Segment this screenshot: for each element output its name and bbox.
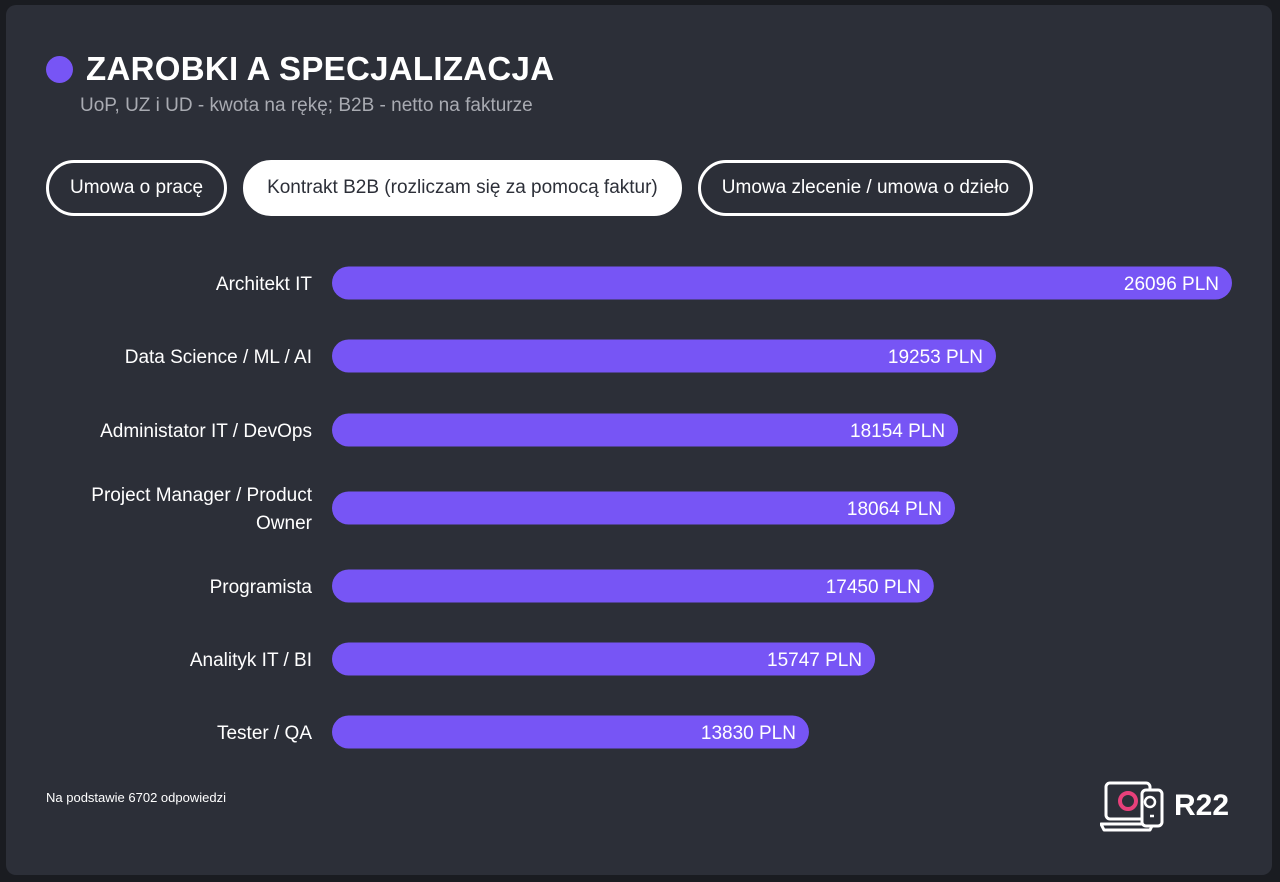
tab-umowa-zlecenie[interactable]: Umowa zlecenie / umowa o dzieło xyxy=(697,160,1034,216)
bar-value-label: 17450 PLN xyxy=(826,577,921,598)
bar xyxy=(332,715,809,749)
category-label: Project Manager / Product Owner xyxy=(91,485,312,534)
bar xyxy=(332,491,955,525)
bar xyxy=(332,339,996,373)
category-label: Programista xyxy=(210,577,313,598)
bar-value-label: 18064 PLN xyxy=(847,499,942,520)
contract-type-tabs: Umowa o pracę Kontrakt B2B (rozliczam si… xyxy=(46,160,1034,216)
bar-value-label: 26096 PLN xyxy=(1124,274,1219,295)
bar-value-label: 13830 PLN xyxy=(701,723,796,744)
chart-subtitle: UoP, UZ i UD - kwota na rękę; B2B - nett… xyxy=(80,95,533,116)
bar-value-label: 18154 PLN xyxy=(850,421,945,442)
category-label: Analityk IT / BI xyxy=(190,650,312,671)
logo-text: R22 xyxy=(1174,789,1230,822)
bar xyxy=(332,642,876,676)
category-label: Architekt IT xyxy=(216,274,312,295)
bar xyxy=(332,413,959,447)
category-label: Administator IT / DevOps xyxy=(100,421,312,442)
category-label: Data Science / ML / AI xyxy=(125,347,312,368)
title-dot-icon xyxy=(46,55,73,83)
tab-kontrakt-b2b[interactable]: Kontrakt B2B (rozliczam się za pomocą fa… xyxy=(243,160,682,216)
tab-umowa-o-prace[interactable]: Umowa o pracę xyxy=(46,160,228,216)
category-label: Tester / QA xyxy=(217,723,312,744)
bar-value-label: 19253 PLN xyxy=(888,347,983,368)
bar-value-label: 15747 PLN xyxy=(767,650,862,671)
title-row: ZAROBKI A SPECJALIZACJA xyxy=(46,50,554,88)
footnote: Na podstawie 6702 odpowiedzi xyxy=(46,790,226,805)
bar xyxy=(332,266,1232,300)
r22-logo-icon xyxy=(1100,781,1164,832)
bar xyxy=(332,569,934,603)
logo: R22 xyxy=(1100,780,1229,832)
chart-title: ZAROBKI A SPECJALIZACJA xyxy=(86,50,555,87)
